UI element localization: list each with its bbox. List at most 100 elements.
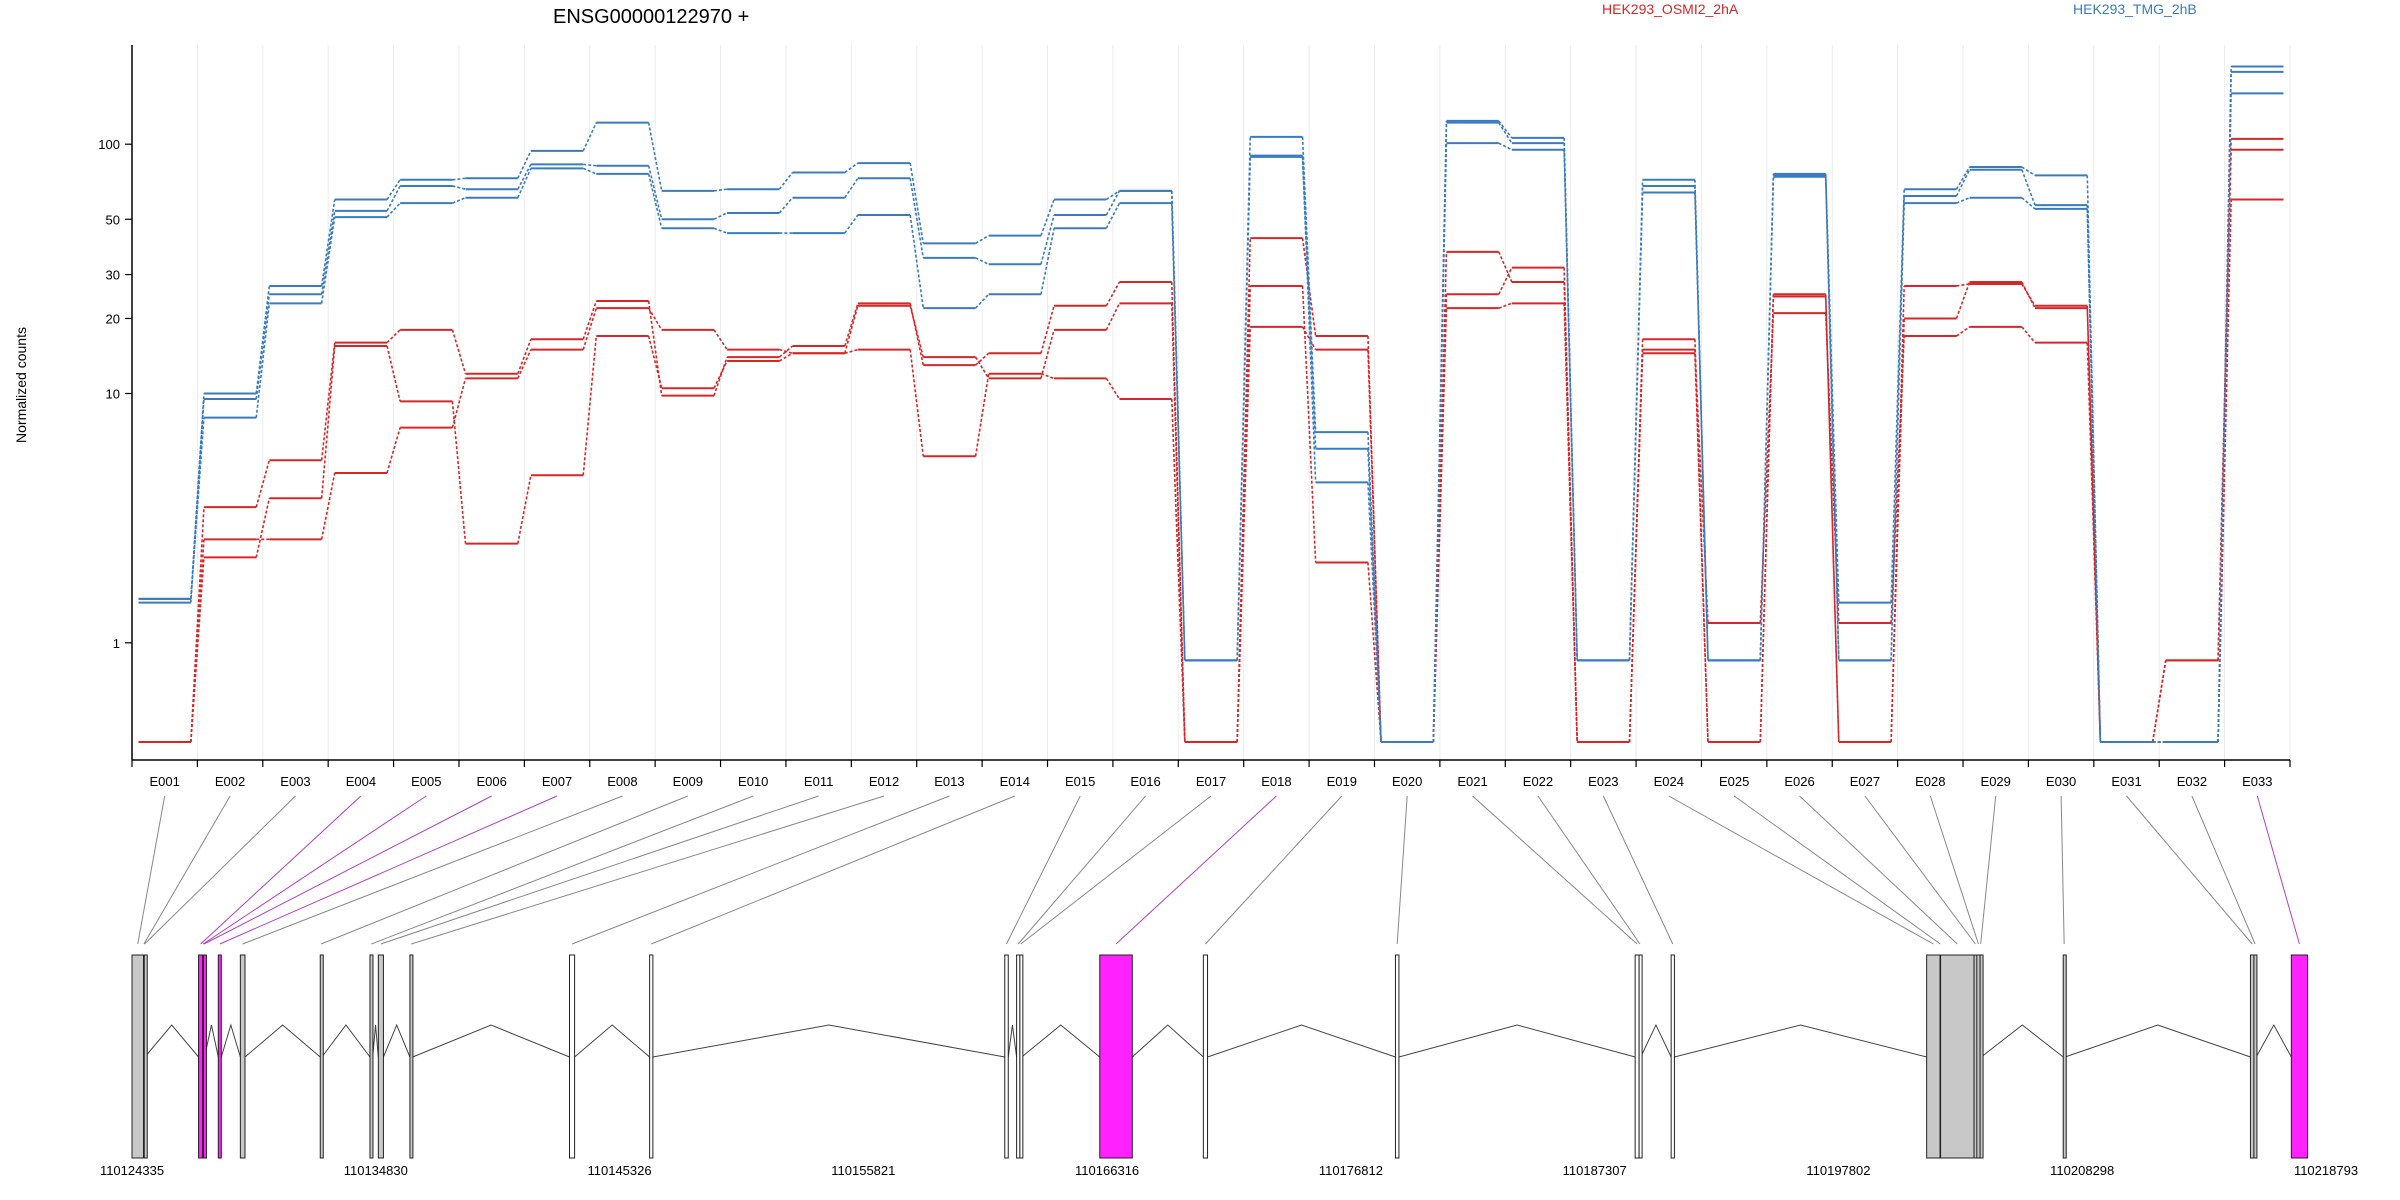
x-tick-label: E029 [1981, 774, 2011, 789]
exon-block [202, 954, 207, 1159]
exon-connector-line [1668, 795, 1934, 945]
series-connector [1432, 120, 1448, 743]
series-connector [844, 303, 859, 347]
series-connector [909, 349, 925, 457]
exon-block [217, 954, 222, 1159]
genomic-tick-label: 110176812 [1319, 1163, 1383, 1178]
series-connector [386, 202, 401, 218]
exon-block [2249, 954, 2255, 1159]
series-connector [1301, 156, 1317, 483]
y-tick-label: 20 [106, 311, 120, 326]
x-tick-label: E023 [1588, 774, 1618, 789]
exon-connector-line [1017, 795, 1146, 945]
series-connector [2217, 66, 2232, 743]
series-connector [909, 305, 925, 358]
series-connector [844, 348, 859, 355]
series-connector [517, 168, 532, 199]
series-connector [1040, 199, 1055, 236]
series-connector [517, 150, 532, 179]
series-connector [2021, 169, 2036, 206]
series-connector [190, 393, 205, 599]
exon-block [649, 954, 654, 1159]
intron [1640, 1023, 1672, 1058]
exon-connector-line [137, 795, 166, 945]
intron [652, 1024, 1005, 1058]
series-connector [1040, 228, 1055, 295]
exon-connector-line [2191, 795, 2256, 945]
exon-block [1638, 954, 1643, 1159]
series-connector [975, 234, 990, 245]
series-connector [1105, 190, 1121, 216]
exon-block [369, 954, 374, 1159]
intron [2255, 1023, 2292, 1058]
intron [574, 1024, 650, 1058]
series-4 [138, 70, 2284, 743]
series-connector [778, 197, 794, 214]
series-connector [1040, 305, 1055, 354]
y-tick-label: 1 [113, 636, 120, 651]
exon-connector-line [1205, 795, 1343, 945]
exon-connector-line [1799, 795, 1958, 945]
exon-block [131, 954, 144, 1159]
exon-block [1019, 954, 1024, 1159]
series-connector [1628, 179, 1644, 661]
series-connector [1563, 267, 1579, 743]
series-1 [138, 148, 2284, 743]
intron [220, 1023, 241, 1058]
x-tick-label: E007 [542, 774, 572, 789]
intron [372, 1024, 379, 1058]
series-connector [1105, 377, 1121, 400]
exon-connector-line [651, 795, 1016, 945]
series-connector [1955, 281, 1971, 319]
x-tick-label: E002 [215, 774, 245, 789]
series-connector [451, 378, 467, 428]
genomic-tick-label: 110134830 [344, 1163, 408, 1178]
series-connector [779, 348, 793, 355]
series-connector [320, 216, 336, 304]
series-connector [582, 167, 597, 175]
series-connector [1956, 196, 1970, 204]
series-connector [583, 163, 597, 167]
exon-block [143, 954, 148, 1159]
exon-block [409, 954, 414, 1159]
grid-lines [131, 45, 2291, 760]
series-connector [320, 472, 336, 540]
series-connector [320, 199, 336, 287]
intron [244, 1024, 321, 1058]
series-connector [582, 335, 598, 476]
exon-block [1979, 954, 1984, 1159]
y-tick-label: 30 [106, 268, 120, 283]
exon-connector-line [203, 795, 492, 945]
exon-connector-line [1929, 795, 1979, 945]
series-connector [190, 507, 205, 743]
series-connector [452, 177, 466, 181]
exon-block [319, 954, 324, 1159]
x-tick-label: E008 [607, 774, 637, 789]
exon-block [1940, 954, 1975, 1159]
x-tick-label: E015 [1065, 774, 1095, 789]
exon-connector-line [2126, 795, 2253, 945]
genomic-tick-label: 110197802 [1806, 1163, 1870, 1178]
series-connector [2151, 660, 2167, 743]
series-connector [778, 352, 793, 362]
exon-block [2062, 954, 2067, 1159]
exon-connector-line [380, 795, 819, 945]
series-connector [451, 329, 467, 374]
x-tick-label: E001 [150, 774, 180, 789]
series-connector [975, 257, 990, 265]
exon-block [1004, 954, 1009, 1159]
x-tick-label: E003 [280, 774, 310, 789]
x-tick-label: E016 [1130, 774, 1160, 789]
series-3 [138, 92, 2284, 743]
series-connector [517, 338, 532, 375]
series-connector [1497, 251, 1513, 283]
exon-connector-line [571, 795, 950, 945]
genomic-tick-label: 110218793 [2294, 1163, 2358, 1178]
series-connector [1170, 190, 1186, 661]
x-tick-label: E021 [1457, 774, 1487, 789]
series-connector [909, 178, 925, 258]
x-tick-label: E019 [1327, 774, 1357, 789]
exon-connector-line [1864, 795, 1976, 945]
series-connector [517, 349, 532, 379]
